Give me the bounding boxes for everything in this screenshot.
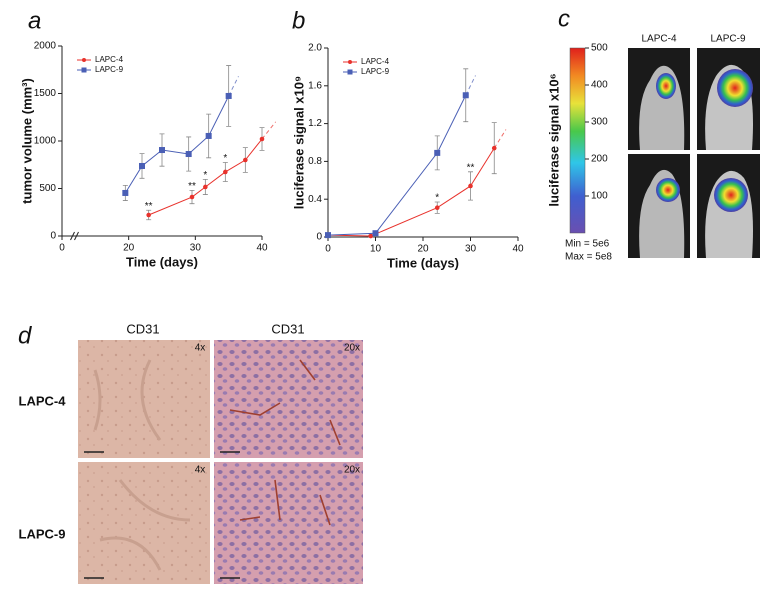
axis-break bbox=[70, 231, 79, 241]
y-tick-label: 1.2 bbox=[308, 118, 322, 129]
y-tick-label: 0 bbox=[316, 232, 322, 243]
magnification-label: 4x bbox=[195, 465, 206, 476]
column-label: CD31 bbox=[271, 321, 304, 336]
x-axis-label: Time (days) bbox=[126, 254, 198, 269]
colorbar-tick-label: 500 bbox=[591, 43, 608, 54]
legend-marker bbox=[81, 67, 87, 73]
y-tick-label: 0.4 bbox=[308, 194, 322, 205]
series-line bbox=[124, 95, 230, 194]
panel-label: a bbox=[28, 7, 41, 34]
column-label: LAPC-9 bbox=[710, 34, 745, 45]
y-tick-label: 1500 bbox=[34, 88, 57, 99]
legend-marker bbox=[348, 60, 352, 64]
data-point bbox=[462, 92, 469, 99]
colorbar-tick-label: 300 bbox=[591, 117, 608, 128]
data-point bbox=[139, 162, 145, 169]
data-point bbox=[372, 230, 379, 237]
column-label: CD31 bbox=[126, 321, 159, 336]
data-point bbox=[468, 183, 473, 189]
colorbar-tick-label: 100 bbox=[591, 191, 608, 202]
legend-label: LAPC-9 bbox=[361, 67, 390, 76]
data-point bbox=[259, 136, 265, 142]
x-tick-label: 30 bbox=[190, 243, 202, 254]
colorbar-title: luciferase signal x10⁶ bbox=[546, 73, 561, 206]
x-axis-label: Time (days) bbox=[387, 255, 459, 270]
x-tick-label: 40 bbox=[512, 244, 524, 255]
data-point bbox=[159, 147, 165, 154]
panel-label: c bbox=[558, 5, 570, 32]
data-point bbox=[223, 169, 228, 175]
legend-label: LAPC-9 bbox=[95, 65, 124, 74]
x-tick-label: 10 bbox=[370, 244, 382, 255]
data-point bbox=[491, 145, 497, 151]
min-label: Min = 5e6 bbox=[565, 239, 610, 250]
legend-marker bbox=[347, 69, 353, 75]
data-point bbox=[325, 232, 331, 239]
row-label: LAPC-4 bbox=[19, 393, 67, 408]
x-tick-label: 0 bbox=[325, 244, 331, 255]
colorbar-tick-label: 200 bbox=[591, 154, 608, 165]
x-tick-label: 20 bbox=[123, 243, 135, 254]
significance-label: ** bbox=[467, 162, 475, 173]
panel-label: b bbox=[292, 7, 305, 34]
histology-images bbox=[78, 340, 363, 584]
magnification-label: 4x bbox=[195, 343, 206, 354]
y-tick-label: 1.6 bbox=[308, 80, 322, 91]
x-tick-label: 20 bbox=[417, 244, 429, 255]
y-axis-label: tumor volume (mm³) bbox=[19, 78, 34, 204]
series-line bbox=[327, 147, 495, 237]
legend-label: LAPC-4 bbox=[95, 55, 124, 64]
data-point bbox=[434, 205, 440, 211]
trend-extension bbox=[465, 75, 476, 96]
x-tick-label: 30 bbox=[465, 244, 477, 255]
data-point bbox=[185, 151, 192, 158]
trend-extension bbox=[228, 76, 239, 97]
series-line bbox=[148, 138, 263, 216]
column-label: LAPC-4 bbox=[641, 34, 676, 45]
data-point bbox=[225, 92, 232, 99]
y-tick-label: 2.0 bbox=[308, 43, 322, 54]
y-tick-label: 2000 bbox=[34, 41, 57, 52]
data-point bbox=[203, 184, 208, 190]
y-tick-label: 0.8 bbox=[308, 156, 322, 167]
significance-label: ** bbox=[145, 201, 153, 212]
y-tick-label: 0 bbox=[50, 231, 56, 242]
trend-extension bbox=[261, 121, 277, 140]
y-tick-label: 1000 bbox=[34, 136, 57, 147]
panel-label: d bbox=[18, 322, 32, 349]
max-label: Max = 5e8 bbox=[565, 252, 612, 263]
magnification-label: 20x bbox=[344, 465, 360, 476]
data-point bbox=[122, 189, 129, 196]
x-tick-label: 0 bbox=[59, 243, 65, 254]
legend-marker bbox=[82, 58, 86, 62]
data-point bbox=[205, 132, 212, 139]
bioluminescence-images bbox=[569, 47, 760, 258]
significance-label: * bbox=[223, 153, 227, 164]
significance-label: * bbox=[203, 170, 207, 181]
x-tick-label: 40 bbox=[256, 243, 268, 254]
colorbar-tick-label: 400 bbox=[591, 80, 608, 91]
data-point bbox=[189, 194, 195, 200]
data-point bbox=[368, 233, 374, 239]
series-line bbox=[327, 95, 467, 236]
significance-label: ** bbox=[188, 181, 196, 192]
significance-label: * bbox=[435, 193, 439, 204]
row-label: LAPC-9 bbox=[19, 526, 66, 541]
data-point bbox=[146, 212, 151, 218]
legend-label: LAPC-4 bbox=[361, 57, 390, 66]
data-point bbox=[243, 157, 248, 163]
y-axis-label: luciferase signal x10⁹ bbox=[291, 76, 306, 209]
magnification-label: 20x bbox=[344, 343, 360, 354]
data-point bbox=[434, 149, 441, 156]
y-tick-label: 500 bbox=[39, 183, 56, 194]
trend-extension bbox=[493, 129, 507, 149]
